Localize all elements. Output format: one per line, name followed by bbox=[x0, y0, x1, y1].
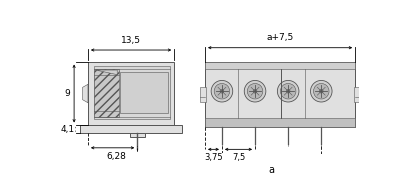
Circle shape bbox=[277, 80, 299, 102]
Circle shape bbox=[220, 89, 224, 93]
Text: 3,75: 3,75 bbox=[204, 153, 223, 162]
Bar bbox=[130, 133, 145, 137]
Circle shape bbox=[214, 83, 230, 99]
Circle shape bbox=[253, 89, 257, 93]
Text: 13,5: 13,5 bbox=[121, 36, 141, 45]
Circle shape bbox=[247, 83, 263, 99]
Bar bbox=[94, 66, 170, 119]
Text: 9: 9 bbox=[64, 89, 70, 98]
Polygon shape bbox=[96, 70, 117, 75]
Circle shape bbox=[286, 89, 290, 93]
Circle shape bbox=[310, 80, 332, 102]
Circle shape bbox=[319, 89, 323, 93]
Bar bbox=[88, 62, 174, 125]
Bar bbox=[205, 62, 355, 127]
Circle shape bbox=[211, 80, 233, 102]
Text: 7,5: 7,5 bbox=[232, 153, 245, 162]
Circle shape bbox=[280, 83, 296, 99]
Bar bbox=[200, 87, 206, 102]
Bar bbox=[205, 62, 355, 69]
Bar bbox=[354, 87, 360, 102]
Text: 6,28: 6,28 bbox=[106, 152, 126, 161]
Circle shape bbox=[244, 80, 266, 102]
Text: 4,1: 4,1 bbox=[60, 125, 74, 134]
Text: a+7,5: a+7,5 bbox=[266, 33, 294, 42]
Circle shape bbox=[314, 83, 329, 99]
Bar bbox=[94, 69, 119, 117]
Bar bbox=[120, 72, 168, 113]
Text: a: a bbox=[269, 165, 275, 173]
Polygon shape bbox=[82, 84, 88, 103]
Bar bbox=[205, 118, 355, 127]
Bar bbox=[80, 125, 182, 133]
